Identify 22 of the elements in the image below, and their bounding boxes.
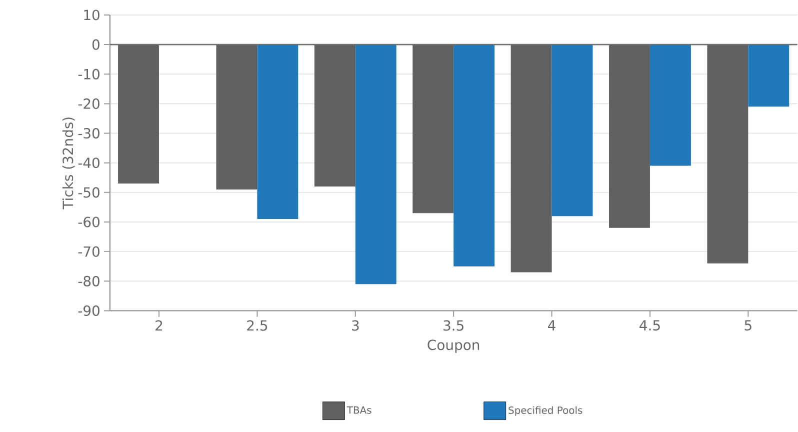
y-tick-label: -80 <box>78 276 100 287</box>
y-tick-label: -40 <box>78 158 100 168</box>
y-tick-label: -70 <box>78 246 100 258</box>
y-tick-label: -50 <box>78 187 100 198</box>
y-tick-label: 0 <box>92 39 100 50</box>
x-tick-label: 2.5 <box>247 320 268 331</box>
x-tick-label: 4 <box>548 320 556 331</box>
y-tick-label: -60 <box>78 216 100 228</box>
legend-label: Specified Pools <box>508 406 582 416</box>
y-tick-label: 10 <box>84 10 100 20</box>
x-tick-label: 3.5 <box>444 320 464 331</box>
x-tick-label: 5 <box>744 320 752 331</box>
y-tick-label: -30 <box>78 128 100 139</box>
y-tick-label: -10 <box>78 69 100 80</box>
x-axis-title: Coupon <box>428 340 480 354</box>
y-tick-label: -20 <box>78 98 100 110</box>
y-tick-label: -90 <box>78 306 100 316</box>
x-tick-label: 2 <box>156 320 162 331</box>
legend-label: TBAs <box>346 406 372 414</box>
y-axis-title: Ticks (32nds) <box>62 118 75 210</box>
x-tick-label: 3 <box>352 320 359 331</box>
x-tick-label: 4.5 <box>640 320 660 331</box>
